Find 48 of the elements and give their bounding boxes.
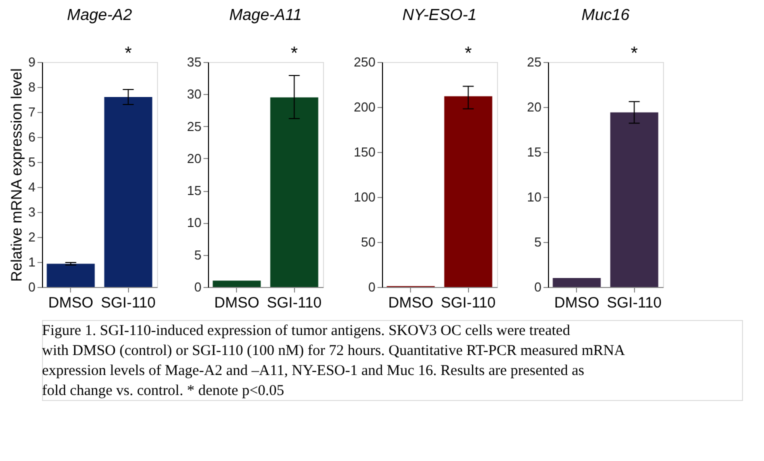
caption: Figure 1. SGI-110-induced expression of tumor antigens. SKOV3 OC cells were treated with DMSO (control) or SGI-110 (100 nM) for 72 hours. Quantitative RT-PCR measured mRNA expression levels of Mage-A2 and –A11, NY-ESO-1 and Muc 16. Results are presented as fold change vs. control. * denote p<0.05 [42,323,626,399]
y-tick-label: 15 [527,144,542,160]
x-tick-label: SGI-110 [606,294,662,312]
y-tick-label: 0 [194,280,202,294]
x-tick-label: SGI-110 [266,294,322,312]
y-tick-label: 25 [187,118,202,134]
x-tick-label: SGI-110 [100,294,156,312]
y-tick-label: 30 [187,86,202,102]
y-tick-label: 2 [28,230,36,244]
chart-title: Muc16 [581,7,630,24]
x-tick-label: DMSO [388,294,434,312]
y-tick-label: 100 [354,190,376,204]
y-tick-label: 0 [534,280,542,294]
y-tick-label: 15 [187,183,202,198]
y-tick-label: 50 [361,234,376,250]
annotation: * [290,43,298,63]
y-tick-label: 10 [187,215,202,230]
y-tick-label: 3 [28,204,36,220]
y-tick-label: 25 [527,54,542,70]
y-tick-label: 5 [534,234,542,250]
y-tick-label: 200 [354,100,376,114]
y-tick-label: 150 [354,144,376,160]
x-tick-label: DMSO [554,294,600,312]
y-tick-label: 20 [187,150,202,166]
chart-title: NY-ESO-1 [402,7,477,24]
annotation: * [630,43,638,63]
y-tick-label: 35 [187,54,202,70]
y-tick-label: 250 [354,54,376,70]
y-tick-label: 1 [28,254,36,270]
y-tick-label: 0 [28,280,36,294]
y-tick-label: 7 [28,104,36,120]
y-tick-label: 9 [28,54,36,70]
y-axis-title: Relative mRNA expression level [8,68,26,282]
x-tick-label: DMSO [48,294,94,312]
chart-title: Mage-A11 [229,7,302,24]
y-tick-label: 5 [194,247,202,262]
y-tick-label: 0 [368,280,376,294]
y-tick-label: 4 [28,180,36,194]
x-tick-label: DMSO [214,294,260,312]
y-tick-label: 6 [28,130,36,144]
y-tick-label: 5 [28,154,36,170]
chart-title: Mage-A2 [67,7,132,24]
y-tick-label: 8 [28,80,36,94]
y-tick-label: 20 [527,100,542,114]
annotation: * [124,43,132,63]
y-tick-label: 10 [527,190,542,204]
annotation: * [464,43,472,63]
x-tick-label: SGI-110 [440,294,496,312]
